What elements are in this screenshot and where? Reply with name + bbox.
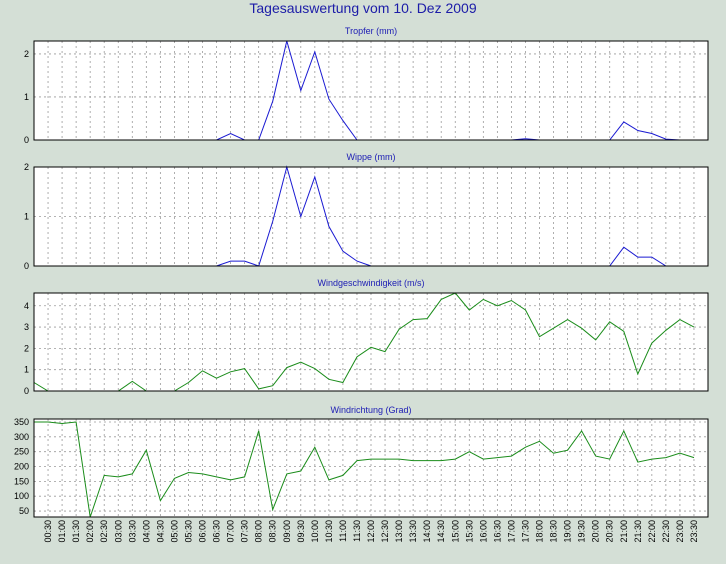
x-tick-label: 03:30 xyxy=(127,520,137,543)
x-tick-label: 16:30 xyxy=(492,520,502,543)
y-tick-label: 2 xyxy=(24,343,29,353)
page-title: Tagesauswertung vom 10. Dez 2009 xyxy=(249,0,477,16)
y-tick-label: 1 xyxy=(24,365,29,375)
plot-frame xyxy=(33,418,709,518)
x-tick-label: 19:30 xyxy=(577,520,587,543)
panel-title: Tropfer (mm) xyxy=(345,26,397,36)
y-tick-label: 250 xyxy=(14,447,29,457)
plot-area xyxy=(34,419,708,517)
x-tick-label: 23:30 xyxy=(689,520,699,543)
series-line xyxy=(34,421,695,518)
x-tick-label: 21:00 xyxy=(619,520,629,543)
x-tick-label: 00:30 xyxy=(43,520,53,543)
panel-title: Windgeschwindigkeit (m/s) xyxy=(317,278,424,288)
y-tick-label: 0 xyxy=(24,386,29,396)
x-tick-label: 14:30 xyxy=(436,520,446,543)
x-tick-label: 02:00 xyxy=(85,520,95,543)
panel-4: Windrichtung (Grad) 50 100 150 200 250 300 350 xyxy=(14,405,709,518)
x-tick-label: 02:30 xyxy=(99,520,109,543)
panel-2: Wippe (mm) 0 1 2 xyxy=(24,152,709,271)
x-tick-label: 07:30 xyxy=(240,520,250,543)
x-tick-label: 23:00 xyxy=(675,520,685,543)
x-tick-label: 03:00 xyxy=(113,520,123,543)
plot-frame xyxy=(33,292,709,392)
panel-title: Windrichtung (Grad) xyxy=(330,405,411,415)
x-tick-label: 10:00 xyxy=(310,520,320,543)
y-tick-label: 0 xyxy=(24,135,29,145)
x-tick-label: 07:00 xyxy=(226,520,236,543)
x-tick-label: 04:30 xyxy=(155,520,165,543)
x-tick-label: 17:30 xyxy=(520,520,530,543)
y-tick-label: 2 xyxy=(24,49,29,59)
x-tick-label: 11:00 xyxy=(338,520,348,542)
x-tick-label: 06:30 xyxy=(212,520,222,543)
x-tick-label: 19:00 xyxy=(563,520,573,543)
panel-title: Wippe (mm) xyxy=(347,152,396,162)
x-tick-label: 05:00 xyxy=(169,520,179,543)
y-tick-label: 4 xyxy=(24,301,29,311)
x-tick-label: 01:00 xyxy=(57,520,67,543)
x-tick-label: 16:00 xyxy=(478,520,488,543)
panel-3: Windgeschwindigkeit (m/s) 0 1 2 3 4 xyxy=(24,278,709,396)
y-tick-label: 3 xyxy=(24,322,29,332)
y-tick-label: 0 xyxy=(24,261,29,271)
y-tick-label: 150 xyxy=(14,476,29,486)
x-tick-label: 05:30 xyxy=(183,520,193,543)
y-tick-label: 300 xyxy=(14,432,29,442)
x-tick-label: 18:30 xyxy=(549,520,559,543)
x-tick-label: 15:30 xyxy=(464,520,474,543)
y-tick-label: 350 xyxy=(14,417,29,427)
x-tick-label: 14:00 xyxy=(422,520,432,543)
x-tick-label: 21:30 xyxy=(633,520,643,543)
x-tick-label: 09:00 xyxy=(282,520,292,543)
plot-frame xyxy=(33,40,709,141)
plot-frame xyxy=(33,166,709,267)
plot-area xyxy=(34,41,708,140)
y-tick-label: 50 xyxy=(19,506,29,516)
y-tick-label: 1 xyxy=(24,92,29,102)
y-tick-label: 200 xyxy=(14,462,29,472)
panel-1: Tropfer (mm) 0 1 2 xyxy=(24,26,709,145)
x-tick-label: 13:30 xyxy=(408,520,418,543)
x-tick-label: 06:00 xyxy=(198,520,208,543)
x-tick-label: 18:00 xyxy=(535,520,545,543)
x-tick-label: 12:30 xyxy=(380,520,390,543)
x-tick-label: 09:30 xyxy=(296,520,306,543)
x-tick-label: 01:30 xyxy=(71,520,81,543)
y-tick-label: 2 xyxy=(24,162,29,172)
plot-area xyxy=(34,293,708,391)
x-tick-label: 08:30 xyxy=(268,520,278,543)
x-tick-label: 20:30 xyxy=(605,520,615,543)
x-tick-label: 13:00 xyxy=(394,520,404,543)
x-tick-label: 20:00 xyxy=(591,520,601,543)
x-tick-label: 04:00 xyxy=(141,520,151,543)
y-tick-label: 100 xyxy=(14,491,29,501)
x-tick-label: 12:00 xyxy=(366,520,376,543)
x-tick-label: 22:00 xyxy=(647,520,657,543)
x-tick-label: 11:30 xyxy=(352,520,362,542)
x-tick-label: 10:30 xyxy=(324,520,334,543)
y-tick-label: 1 xyxy=(24,212,29,222)
x-tick-label: 15:00 xyxy=(450,520,460,543)
x-tick-label: 08:00 xyxy=(254,520,264,543)
series-line xyxy=(33,292,695,392)
x-tick-label: 17:00 xyxy=(506,520,516,543)
x-tick-label: 22:30 xyxy=(661,520,671,543)
